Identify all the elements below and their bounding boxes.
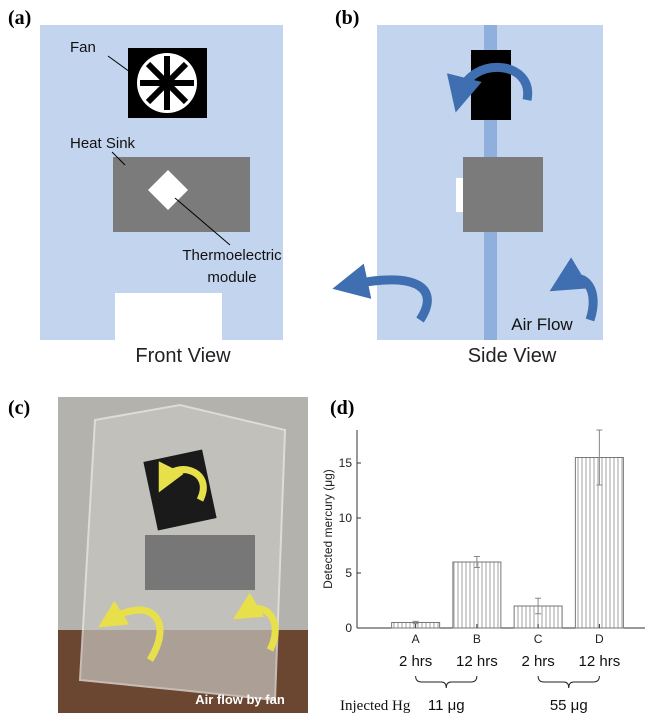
x-tick-label: B <box>473 632 481 646</box>
y-tick-label: 0 <box>345 621 352 635</box>
panel-label: (b) <box>335 7 359 29</box>
module <box>456 178 463 212</box>
panel-label: (a) <box>8 7 31 29</box>
module-label: module <box>207 269 256 286</box>
x-sub-label: 12 hrs <box>579 653 621 670</box>
brace <box>416 676 477 688</box>
brace <box>538 676 599 688</box>
x-tick-label: D <box>595 632 604 646</box>
fan <box>471 50 511 120</box>
heat-sink-label: Heat Sink <box>70 135 136 152</box>
y-tick-label: 10 <box>339 511 353 525</box>
fan-label: Fan <box>70 39 96 56</box>
group-title: Injected Hg <box>340 698 411 713</box>
chart: 0 5 10 15 Detected mercury (μg) A 2 hrs B 12 hrs… <box>321 430 645 713</box>
heat-sink <box>145 535 255 590</box>
y-tick-label: 5 <box>345 566 352 580</box>
air-flow-label: Air Flow <box>511 315 573 334</box>
panel-label: (d) <box>330 397 354 419</box>
figure: (a) Fan Heat Sink Thermoelectric module … <box>0 0 650 713</box>
group-label: 55 μg <box>550 697 588 713</box>
group-label: 11 μg <box>428 697 465 713</box>
panel-label: (c) <box>8 397 30 419</box>
x-sub-label: 2 hrs <box>521 653 554 670</box>
x-tick-label: A <box>412 632 420 646</box>
bar <box>453 562 501 628</box>
caption: Side View <box>468 345 557 367</box>
photo-caption: Air flow by fan <box>195 692 285 707</box>
x-sub-label: 2 hrs <box>399 653 432 670</box>
x-tick-label: C <box>534 632 543 646</box>
module-label: Thermoelectric <box>182 247 282 264</box>
caption: Front View <box>135 345 231 367</box>
y-tick-label: 15 <box>339 456 353 470</box>
fan-blades <box>140 56 194 110</box>
heat-sink <box>463 157 543 232</box>
x-sub-label: 12 hrs <box>456 653 498 670</box>
y-axis-label: Detected mercury (μg) <box>321 469 335 589</box>
